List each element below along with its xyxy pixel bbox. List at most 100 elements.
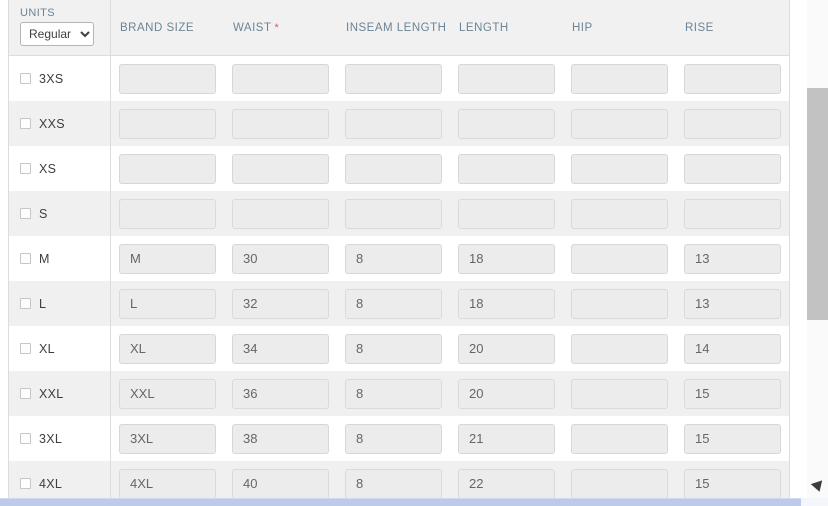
vertical-scrollbar-thumb[interactable] [807,88,828,320]
hip-input[interactable] [571,423,668,454]
hip-input[interactable] [571,468,668,499]
column-header-hip: HIP [572,22,593,34]
length-input[interactable] [458,243,555,274]
length-input[interactable] [458,108,555,139]
brand-size-input[interactable] [119,108,216,139]
hip-input[interactable] [571,198,668,229]
brand-size-input[interactable] [119,288,216,319]
waist-input[interactable] [232,108,329,139]
size-label: XXS [39,116,65,131]
size-cell: S [9,191,111,236]
waist-input[interactable] [232,378,329,409]
hip-input[interactable] [571,378,668,409]
size-cell: XL [9,326,111,371]
waist-input[interactable] [232,198,329,229]
size-checkbox[interactable] [20,343,31,354]
waist-input[interactable] [232,153,329,184]
length-input[interactable] [458,378,555,409]
rise-input[interactable] [684,423,781,454]
waist-input[interactable] [232,288,329,319]
size-label: XL [39,341,55,356]
length-input[interactable] [458,468,555,499]
inseam-length-input[interactable] [345,423,442,454]
inseam-length-input[interactable] [345,198,442,229]
hip-input[interactable] [571,288,668,319]
inseam-length-input[interactable] [345,153,442,184]
hip-input[interactable] [571,243,668,274]
size-checkbox[interactable] [20,163,31,174]
rise-input[interactable] [684,153,781,184]
size-checkbox[interactable] [20,433,31,444]
table-row: M [9,236,789,281]
length-input[interactable] [458,63,555,94]
brand-size-input[interactable] [119,333,216,364]
size-cell: L [9,281,111,326]
inseam-length-input[interactable] [345,108,442,139]
size-checkbox[interactable] [20,388,31,399]
length-input[interactable] [458,288,555,319]
brand-size-input[interactable] [119,153,216,184]
vertical-scrollbar-track[interactable] [807,0,828,506]
waist-input[interactable] [232,243,329,274]
hip-input[interactable] [571,108,668,139]
size-cell: 3XL [9,416,111,461]
inseam-length-input[interactable] [345,378,442,409]
brand-size-input[interactable] [119,423,216,454]
waist-input[interactable] [232,333,329,364]
brand-size-input[interactable] [119,63,216,94]
rise-input[interactable] [684,243,781,274]
column-header-waist: WAIST * [233,22,280,34]
units-cell: UNITS Regular [9,0,111,55]
size-label: 4XL [39,476,63,491]
size-label: XS [39,161,57,176]
rise-input[interactable] [684,288,781,319]
size-label: S [39,206,48,221]
waist-input[interactable] [232,468,329,499]
horizontal-scrollbar-thumb[interactable] [0,498,801,506]
size-label: XXL [39,386,64,401]
units-select[interactable]: Regular [20,22,94,46]
units-label: UNITS [20,7,55,19]
length-input[interactable] [458,198,555,229]
rise-input[interactable] [684,333,781,364]
size-checkbox[interactable] [20,118,31,129]
table-header: UNITS Regular BRAND SIZE WAIST * INSEAM L… [9,0,789,56]
size-label: 3XS [39,71,64,86]
size-checkbox[interactable] [20,208,31,219]
hip-input[interactable] [571,333,668,364]
size-checkbox[interactable] [20,253,31,264]
inseam-length-input[interactable] [345,333,442,364]
size-checkbox[interactable] [20,73,31,84]
table-row: 3XL [9,416,789,461]
size-label: 3XL [39,431,63,446]
size-cell: 3XS [9,56,111,101]
rise-input[interactable] [684,108,781,139]
length-input[interactable] [458,153,555,184]
waist-input[interactable] [232,63,329,94]
hip-input[interactable] [571,63,668,94]
rise-input[interactable] [684,378,781,409]
table-row: 4XL [9,461,789,506]
waist-input[interactable] [232,423,329,454]
inseam-length-input[interactable] [345,288,442,319]
size-checkbox[interactable] [20,478,31,489]
inseam-length-input[interactable] [345,63,442,94]
size-cell: M [9,236,111,281]
inseam-length-input[interactable] [345,243,442,274]
rise-input[interactable] [684,198,781,229]
brand-size-input[interactable] [119,198,216,229]
inseam-length-input[interactable] [345,468,442,499]
brand-size-input[interactable] [119,378,216,409]
rise-input[interactable] [684,468,781,499]
brand-size-input[interactable] [119,243,216,274]
size-cell: XXS [9,101,111,146]
table-row: S [9,191,789,236]
hip-input[interactable] [571,153,668,184]
length-input[interactable] [458,423,555,454]
size-checkbox[interactable] [20,298,31,309]
rise-input[interactable] [684,63,781,94]
brand-size-input[interactable] [119,468,216,499]
size-cell: XXL [9,371,111,416]
length-input[interactable] [458,333,555,364]
horizontal-scrollbar-track[interactable] [0,498,828,506]
